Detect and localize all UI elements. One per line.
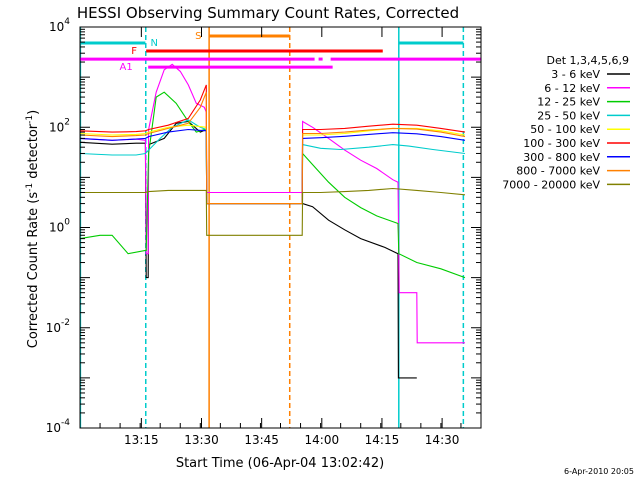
series-line-5 — [80, 84, 466, 205]
y-tick-label-2: 100 — [49, 218, 70, 235]
y-axis-label-main: Corrected Count Rate (s — [26, 192, 41, 349]
series-line-8 — [80, 187, 466, 236]
legend-label-8: 7000 - 20000 keV — [502, 178, 600, 191]
x-tick-label-3: 14:00 — [305, 433, 340, 447]
chart-title: HESSI Observing Summary Count Rates, Cor… — [77, 4, 459, 22]
y-axis: 104 102 100 10-2 10-4 — [46, 17, 481, 435]
legend-label-2: 12 - 25 keV — [537, 96, 600, 109]
flag-label-1: S — [195, 31, 201, 42]
y-axis-label-exp1: -1 — [25, 183, 35, 192]
y-axis-label-exp2: -1 — [25, 115, 35, 124]
y-tick-label-4: 10-4 — [46, 418, 71, 435]
x-axis-label: Start Time (06-Apr-04 13:02:42) — [176, 456, 384, 471]
series-line-2 — [80, 91, 466, 279]
x-axis: 13:15 13:30 13:45 14:00 14:15 14:30 — [79, 27, 482, 447]
x-tick-label-4: 14:15 — [365, 433, 400, 447]
y-tick-label-0: 104 — [49, 17, 70, 34]
x-tick-label-2: 13:45 — [244, 433, 279, 447]
series-line-0 — [80, 120, 417, 379]
legend-label-0: 3 - 6 keV — [551, 68, 600, 81]
series-line-7 — [80, 91, 466, 205]
y-axis-label: Corrected Count Rate (s-1 detector-1) — [25, 110, 41, 348]
legend-title: Det 1,3,4,5,6,9 — [546, 54, 629, 67]
legend-label-6: 300 - 800 keV — [523, 151, 600, 164]
x-tick-label-0: 13:15 — [124, 433, 159, 447]
series-line-3 — [80, 119, 466, 205]
flag-label-0: N — [150, 38, 157, 49]
footer-date: 6-Apr-2010 20:05 — [564, 467, 634, 476]
y-axis-label-end: ) — [26, 110, 41, 115]
x-tick-label-5: 14:30 — [425, 433, 460, 447]
legend-label-7: 800 - 7000 keV — [516, 165, 600, 178]
plot-area — [80, 27, 481, 428]
plot-frame — [79, 26, 482, 429]
y-tick-label-3: 10-2 — [46, 318, 70, 335]
legend-label-3: 25 - 50 keV — [537, 109, 600, 122]
series-line-4 — [80, 124, 466, 205]
flag-label-4: A1 — [120, 62, 133, 73]
legend-label-1: 6 - 12 keV — [544, 82, 600, 95]
flag-label-2: F — [131, 46, 137, 57]
y-tick-label-1: 102 — [49, 117, 70, 134]
y-axis-label-mid: detector — [26, 123, 41, 183]
legend-label-4: 50 - 100 keV — [530, 123, 600, 136]
x-tick-label-1: 13:30 — [184, 433, 219, 447]
legend-label-5: 100 - 300 keV — [523, 137, 600, 150]
